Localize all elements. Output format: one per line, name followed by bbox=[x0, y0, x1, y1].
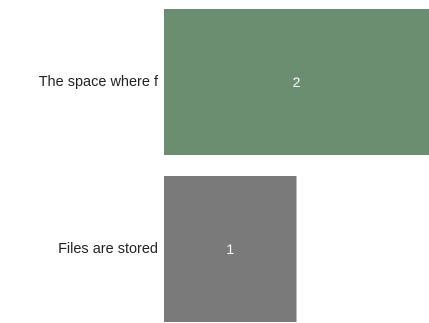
category-label-2: Files are stored bbox=[58, 241, 158, 257]
category-label-1: The space where f bbox=[39, 74, 159, 90]
category-labels-group: The space where f Files are stored bbox=[39, 74, 159, 257]
bar-2 bbox=[164, 176, 297, 322]
value-labels-group: 21 bbox=[226, 74, 300, 257]
value-label-2: 1 bbox=[226, 241, 234, 257]
bar-1 bbox=[164, 9, 429, 155]
bars-group bbox=[164, 9, 429, 322]
value-label-1: 2 bbox=[293, 74, 301, 90]
